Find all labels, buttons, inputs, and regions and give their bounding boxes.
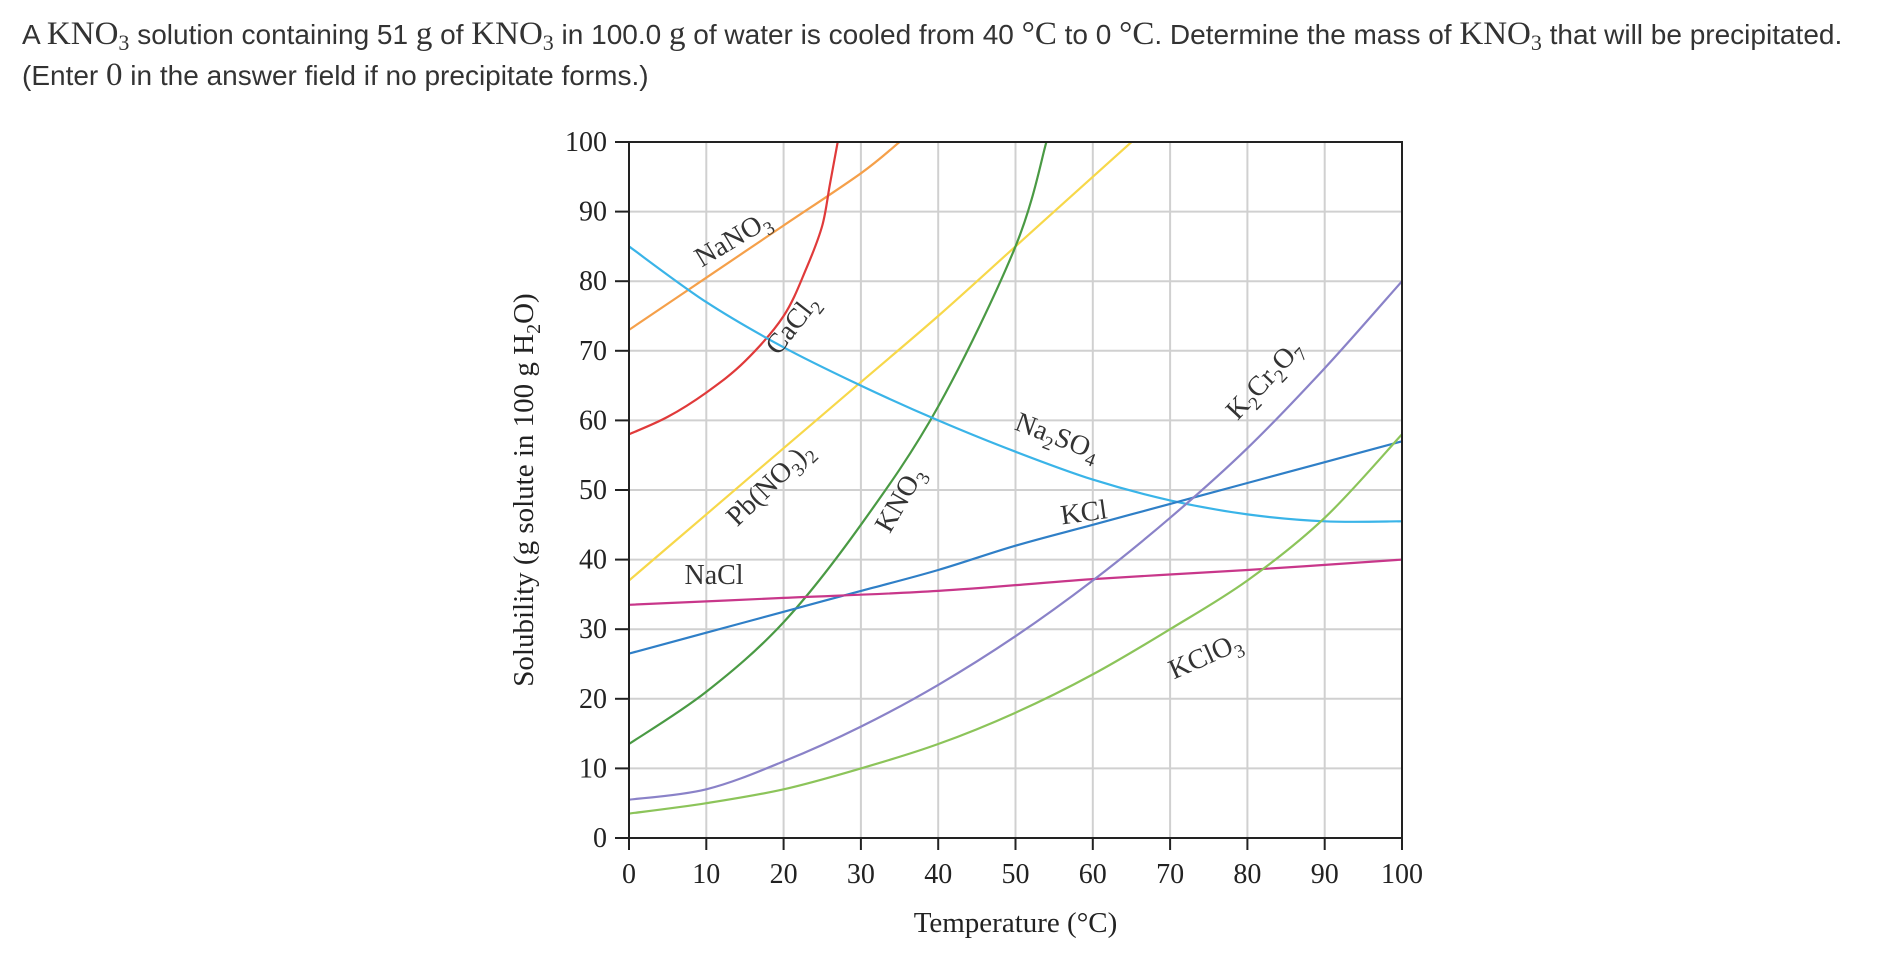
y-tick-label: 90 xyxy=(579,197,607,228)
y-tick-label: 20 xyxy=(579,684,607,715)
question-text-part: that will be precipitated. (Enter xyxy=(22,19,1843,91)
y-tick-label: 60 xyxy=(579,405,607,436)
y-axis-title: Solubility (g solute in 100 g H2O) xyxy=(508,293,545,686)
question-text-part: A xyxy=(22,19,47,50)
series-line-nacl xyxy=(629,558,1402,606)
x-tick-label: 70 xyxy=(1156,859,1184,890)
question-text: A KNO3 solution containing 51 g of KNO3 … xyxy=(22,14,1882,96)
x-tick-label: 20 xyxy=(770,859,798,890)
series-labels: NaNO3CaCl2Pb(NO3)2KNO3Na2SO4KClNaClK2Cr2… xyxy=(684,205,1312,691)
celsius-unit: °C xyxy=(1119,16,1155,52)
series-label-nacl: NaCl xyxy=(684,560,743,591)
x-tick-label: 50 xyxy=(1002,859,1030,890)
series-line-kno3 xyxy=(629,142,1048,745)
series-line-pbno32 xyxy=(629,142,1133,582)
kno3-formula: KNO3 xyxy=(1459,16,1542,55)
series-label-k2cr2o7: K2Cr2O7 xyxy=(1220,334,1312,429)
x-tick-label: 60 xyxy=(1079,859,1107,890)
series-line-cacl2 xyxy=(629,142,839,436)
y-tick-label: 70 xyxy=(579,336,607,367)
x-tick-label: 80 xyxy=(1233,859,1261,890)
question-text-part: in 100.0 xyxy=(553,19,669,50)
kno3-formula: KNO3 xyxy=(471,16,554,55)
y-tick-label: 100 xyxy=(565,127,607,158)
x-tick-label: 100 xyxy=(1381,859,1423,890)
question-text-part: to 0 xyxy=(1056,19,1120,50)
series-lines xyxy=(629,142,1402,815)
question-text-part: solution containing 51 xyxy=(129,19,416,50)
gram-unit: g xyxy=(415,16,433,52)
x-tick-label: 90 xyxy=(1311,859,1339,890)
x-tick-label: 30 xyxy=(847,859,875,890)
series-line-nano3 xyxy=(629,142,901,331)
y-tick-label: 50 xyxy=(579,475,607,506)
kno3-formula: KNO3 xyxy=(46,16,130,55)
series-label-kclo3: KClO3 xyxy=(1164,627,1248,691)
x-axis-title: Temperature (°C) xyxy=(914,907,1118,939)
y-tick-label: 30 xyxy=(579,614,607,645)
series-line-kclo3 xyxy=(629,433,1402,815)
celsius-unit: °C xyxy=(1021,16,1057,52)
y-tick-label: 80 xyxy=(579,266,607,297)
series-label-na2so4: Na2SO4 xyxy=(1009,407,1104,472)
axis-ticks: 0 10 20 30 40 50 60 70 80 90 100 0 10 20 30 40 50 60 70 80 9… xyxy=(565,127,1423,890)
series-line-na2so4 xyxy=(629,245,1402,523)
question-text-part: . Determine the mass of xyxy=(1154,19,1460,50)
x-tick-label: 40 xyxy=(924,859,952,890)
question-text-part: of xyxy=(432,19,472,50)
y-tick-label: 0 xyxy=(593,823,607,854)
question-text-part: of water is cooled from 40 xyxy=(685,19,1022,50)
y-tick-label: 40 xyxy=(579,545,607,576)
series-line-k2cr2o7 xyxy=(629,280,1402,801)
x-tick-label: 10 xyxy=(692,859,720,890)
x-tick-label: 0 xyxy=(622,859,636,890)
series-label-kcl: KCl xyxy=(1059,494,1110,531)
y-tick-label: 10 xyxy=(579,753,607,784)
series-label-pbno32: Pb(NO3)2 xyxy=(720,435,822,536)
zero-value: 0 xyxy=(106,57,123,93)
series-label-nano3: NaNO3 xyxy=(689,205,778,278)
gram-unit: g xyxy=(668,16,686,52)
question-text-part: in the answer field if no precipitate fo… xyxy=(122,60,649,91)
series-line-kcl xyxy=(629,440,1402,655)
